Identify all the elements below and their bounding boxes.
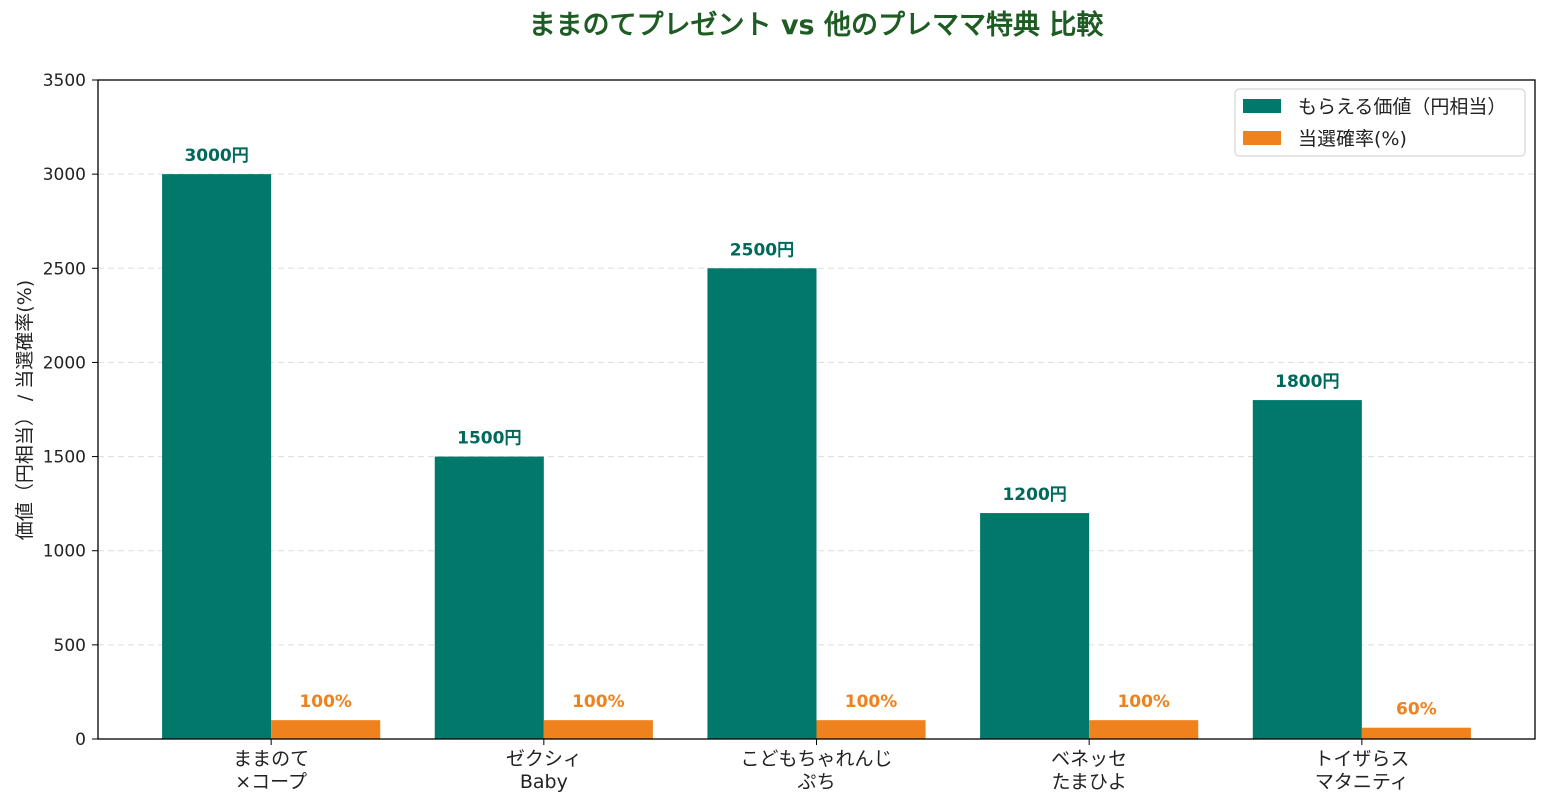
legend-label-value: もらえる価値（円相当） (1298, 96, 1506, 118)
y-tick-label: 3000 (43, 165, 86, 185)
y-axis-label: 価値（円相当） / 当選確率(%) (14, 280, 36, 540)
x-tick-label: ままのて (233, 748, 309, 770)
data-label: 100% (299, 692, 352, 712)
bars (162, 174, 1471, 740)
x-tick-label: ベネッセ (1051, 748, 1127, 770)
bar-rate (543, 720, 653, 739)
x-tick-label: ゼクシィ (506, 748, 582, 770)
legend-box (1234, 88, 1526, 157)
data-label: 60% (1396, 700, 1437, 720)
bar-rate (816, 720, 926, 739)
bar-value (707, 268, 817, 739)
chart-title: ままのてプレゼント vs 他のプレママ特典 比較 (529, 9, 1105, 41)
data-label: 100% (1117, 692, 1170, 712)
legend-swatch-rate (1243, 131, 1281, 145)
legend-label-rate: 当選確率(%) (1298, 128, 1407, 150)
bar-rate (1361, 727, 1471, 739)
y-tick-label: 3500 (43, 71, 86, 91)
x-tick-label: たまひよ (1051, 771, 1126, 793)
data-label: 1500円 (457, 429, 521, 449)
data-label: 2500円 (730, 240, 794, 260)
bar-value (162, 174, 272, 740)
bar-value (434, 456, 544, 739)
y-tick-label: 1000 (43, 542, 86, 562)
y-tick-label: 1500 (43, 448, 86, 468)
data-label: 1200円 (1002, 485, 1066, 505)
data-label: 100% (845, 692, 898, 712)
legend-swatch-value (1243, 99, 1281, 113)
y-axis: 0 500 1000 1500 2000 2500 3000 3500 (43, 71, 98, 750)
x-tick-label: こどもちゃれんじ (740, 748, 892, 770)
bar-value (1252, 400, 1362, 739)
data-label: 3000円 (184, 146, 248, 166)
x-tick-label: Baby (520, 771, 568, 793)
data-label: 1800円 (1275, 372, 1339, 392)
data-labels: 3000円 100% 1500円 100% 2500円 100% 1200円 100% 1800… (184, 146, 1436, 720)
bar-value (980, 513, 1090, 739)
y-tick-label: 2000 (43, 353, 86, 373)
bar-rate (271, 720, 381, 739)
x-tick-label: ×コープ (235, 771, 307, 793)
x-tick-label: ぷち (797, 771, 835, 793)
legend: もらえる価値（円相当） 当選確率(%) (1234, 88, 1526, 157)
x-tick-label: トイザらス (1314, 748, 1409, 770)
x-tick-label: マタニティ (1315, 771, 1409, 793)
y-tick-label: 500 (54, 636, 86, 656)
data-label: 100% (572, 692, 625, 712)
bar-rate (1089, 720, 1199, 739)
y-tick-label: 0 (75, 730, 86, 750)
y-tick-label: 2500 (43, 259, 86, 279)
